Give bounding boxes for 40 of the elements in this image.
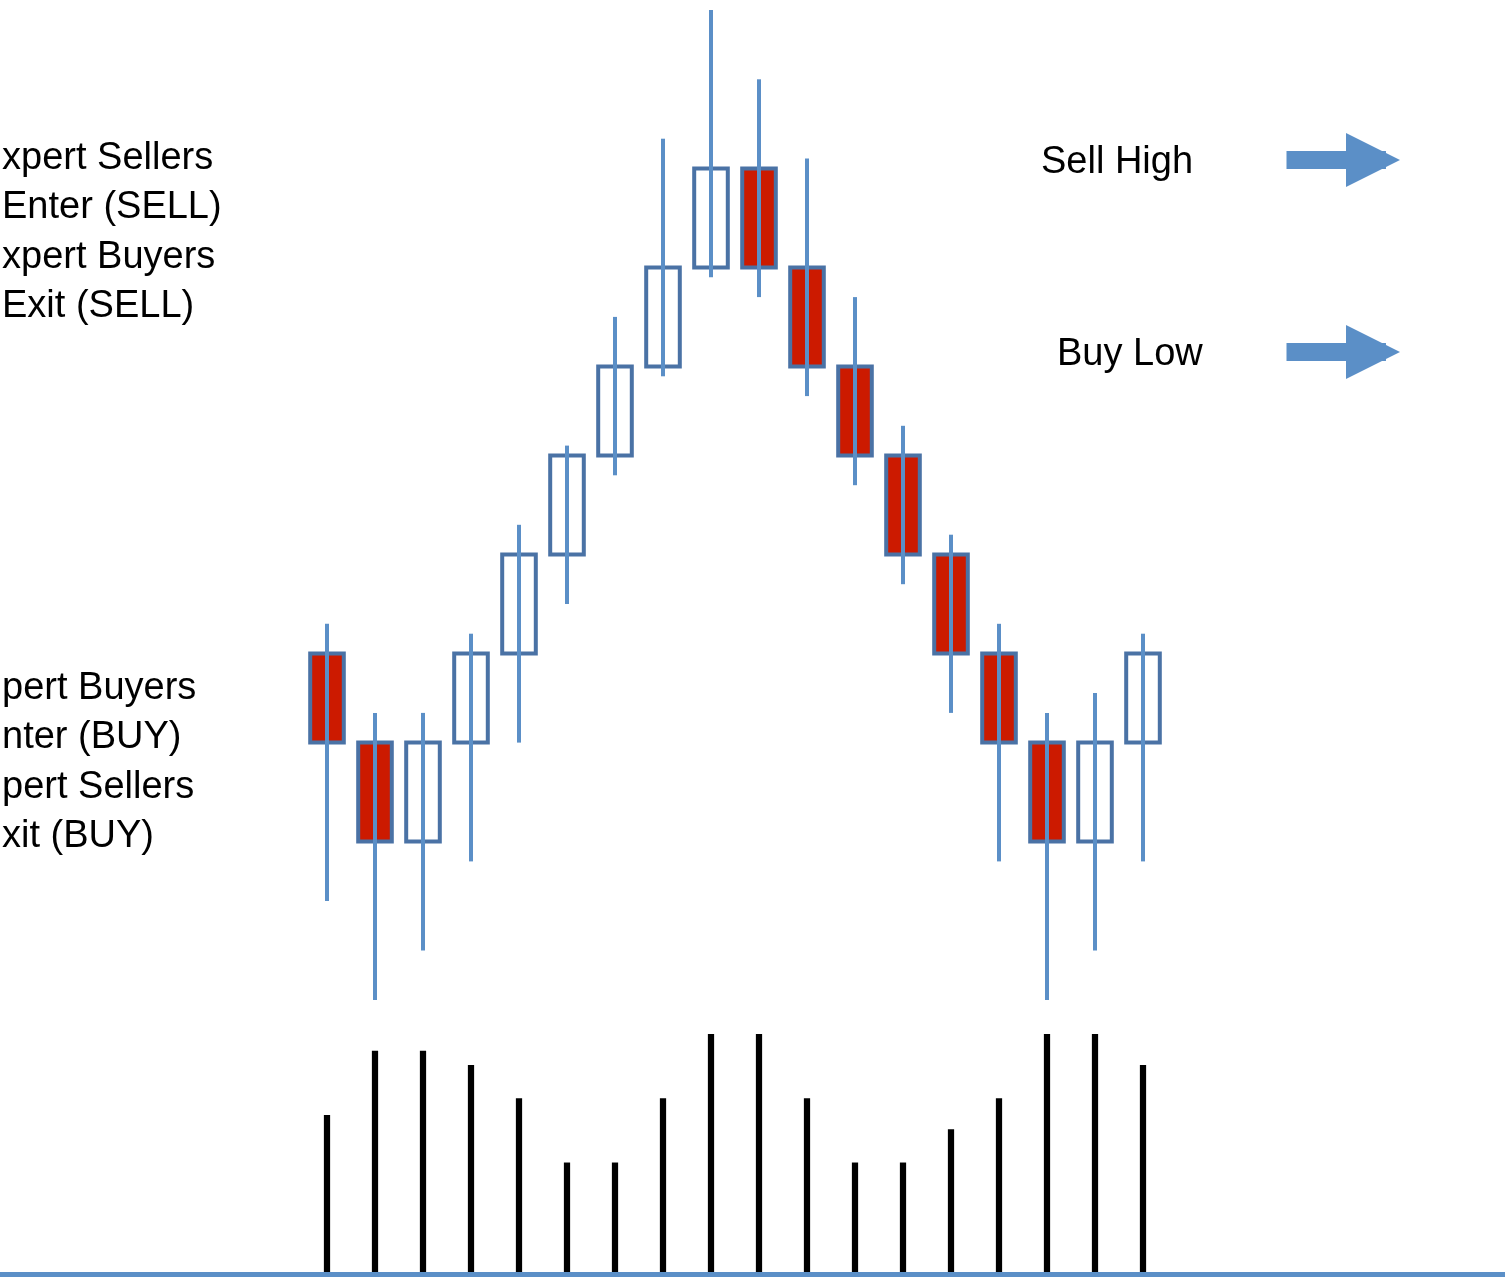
candlestick (404, 712, 442, 951)
bar (707, 1034, 715, 1272)
candlestick (1124, 633, 1162, 862)
candlestick (980, 623, 1018, 862)
candlestick (308, 623, 346, 901)
candlestick (596, 316, 634, 476)
bar (803, 1098, 811, 1272)
bar (419, 1050, 427, 1272)
candlestick (884, 425, 922, 585)
candlestick (932, 534, 970, 713)
text: pert Buyers nter (BUY) pert Sellers xit (BUY) (2, 665, 197, 856)
bar (371, 1050, 379, 1272)
candlestick (1028, 712, 1066, 1000)
candlestick (644, 138, 682, 377)
text: xpert Sellers Enter (SELL) xpert Buyers Exit (SELL) (2, 135, 222, 326)
candlestick (740, 79, 778, 298)
candlestick (1076, 693, 1114, 951)
annotation: Sell High (1041, 139, 1194, 181)
candlestick (500, 524, 538, 743)
bar (899, 1162, 907, 1272)
bar (467, 1064, 475, 1272)
candlestick (692, 10, 730, 278)
bar (1091, 1034, 1099, 1272)
bar (1043, 1034, 1051, 1272)
bar (515, 1098, 523, 1272)
candlestick (452, 633, 490, 862)
candlestick (836, 297, 874, 486)
bar (1139, 1064, 1147, 1272)
bar (755, 1034, 763, 1272)
bar (659, 1098, 667, 1272)
bar (995, 1098, 1003, 1272)
bar (947, 1129, 955, 1272)
candlestick (356, 712, 394, 1000)
annotation: Buy Low (1057, 331, 1204, 373)
candlestick (548, 445, 586, 604)
candlestick (788, 158, 826, 397)
bar (851, 1162, 859, 1272)
bar (611, 1162, 619, 1272)
bar (323, 1114, 331, 1272)
bar (563, 1162, 571, 1272)
